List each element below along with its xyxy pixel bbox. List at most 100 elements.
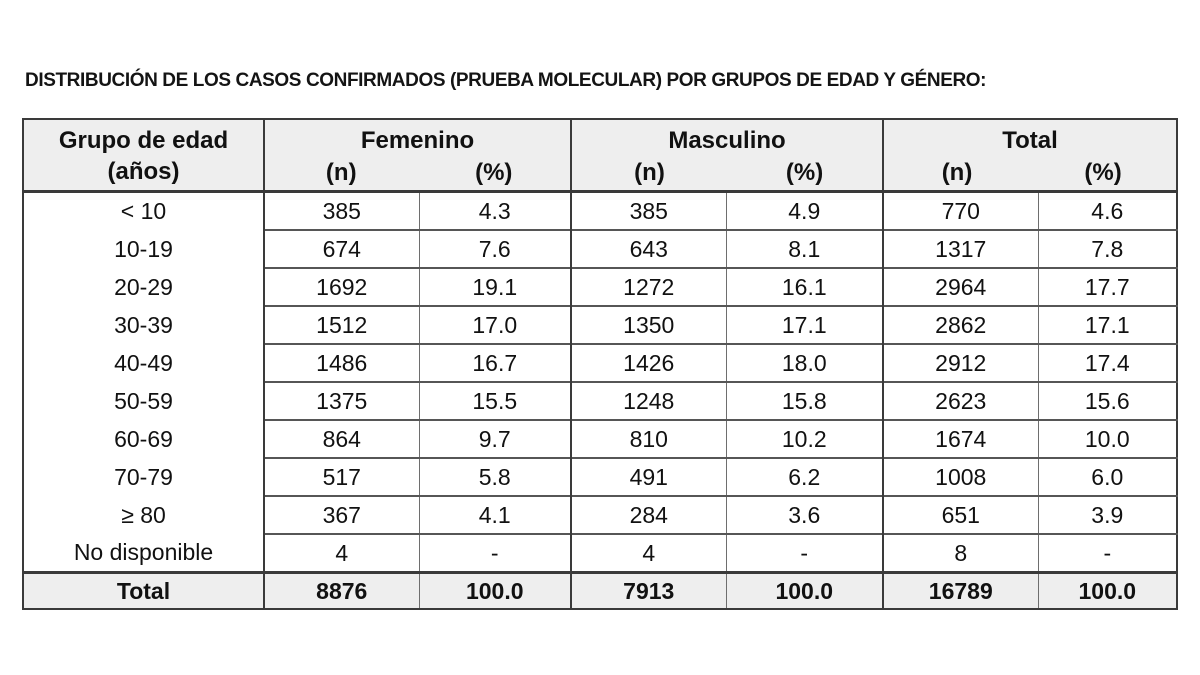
value-cell: 17.1 — [725, 305, 884, 344]
value-cell: 17.7 — [1037, 267, 1178, 306]
value-cell: 3.9 — [1037, 495, 1178, 534]
table-body: < 10 385 4.3 385 4.9 770 4.6 10-19 674 7.6 643 8.1 1… — [23, 191, 1178, 573]
table-row: 60-69 864 9.7 810 10.2 1674 10.0 — [23, 419, 1178, 458]
table-row: 20-29 1692 19.1 1272 16.1 2964 17.7 — [23, 267, 1178, 306]
value-cell: - — [418, 533, 571, 573]
value-cell: 16.7 — [418, 343, 571, 382]
total-group-label: Total — [1002, 127, 1058, 154]
value-cell: 2862 — [882, 305, 1039, 344]
table-row: 70-79 517 5.8 491 6.2 1008 6.0 — [23, 457, 1178, 496]
value-cell: 1512 — [263, 305, 419, 344]
male-pct-sublabel: (%) — [785, 159, 824, 186]
value-cell: 6.2 — [725, 457, 884, 496]
value-cell: 643 — [570, 229, 726, 268]
table-row: 40-49 1486 16.7 1426 18.0 2912 17.4 — [23, 343, 1178, 382]
value-cell: 2964 — [882, 267, 1039, 306]
total-row: Total 8876 100.0 7913 100.0 16789 100.0 — [23, 571, 1178, 609]
value-cell: 3.6 — [725, 495, 884, 534]
table-row: 30-39 1512 17.0 1350 17.1 2862 17.1 — [23, 305, 1178, 344]
value-cell: 7.6 — [418, 229, 571, 268]
value-cell: 18.0 — [725, 343, 884, 382]
age-group-cell: 40-49 — [23, 344, 264, 382]
value-cell: 385 — [570, 191, 726, 230]
age-group-cell: ≥ 80 — [23, 496, 264, 534]
table-header: Grupo de edad (años) Femenino (n) (%) Ma… — [23, 119, 1178, 193]
value-cell: 6.0 — [1037, 457, 1178, 496]
total-total-n: 16789 — [882, 571, 1039, 609]
female-pct-sublabel: (%) — [475, 159, 513, 186]
value-cell: 4.6 — [1037, 191, 1178, 230]
table-row: No disponible 4-4-8- — [23, 533, 1178, 573]
value-cell: 1674 — [882, 419, 1039, 458]
value-cell: - — [1037, 533, 1178, 573]
value-cell: 385 — [263, 191, 419, 230]
value-cell: 15.5 — [418, 381, 571, 420]
age-group-cell: 30-39 — [23, 306, 264, 344]
value-cell: 367 — [263, 495, 419, 534]
value-cell: 1350 — [570, 305, 726, 344]
value-cell: 651 — [882, 495, 1039, 534]
female-group-label: Femenino — [360, 127, 475, 154]
age-group-header-line2: (años) — [107, 158, 180, 185]
value-cell: 810 — [570, 419, 726, 458]
value-cell: 9.7 — [418, 419, 571, 458]
value-cell: 4.9 — [725, 191, 884, 230]
value-cell: 2623 — [882, 381, 1039, 420]
table-row: ≥ 80 367 4.1 284 3.6 651 3.9 — [23, 495, 1178, 534]
age-group-cell: 70-79 — [23, 458, 264, 496]
value-cell: 5.8 — [418, 457, 571, 496]
value-cell: 17.4 — [1037, 343, 1178, 382]
total-column-header: Total (n) (%) — [882, 119, 1178, 193]
value-cell: 864 — [263, 419, 419, 458]
value-cell: 4 — [570, 533, 726, 573]
total-total-pct: 100.0 — [1037, 571, 1178, 609]
value-cell: 770 — [882, 191, 1039, 230]
age-group-header-line1: Grupo de edad — [58, 127, 229, 154]
value-cell: 1248 — [570, 381, 726, 420]
value-cell: 10.2 — [725, 419, 884, 458]
value-cell: 10.0 — [1037, 419, 1178, 458]
total-n-sublabel: (n) — [941, 159, 973, 186]
age-group-cell: 10-19 — [23, 230, 264, 268]
value-cell: 15.8 — [725, 381, 884, 420]
value-cell: 4 — [263, 533, 419, 573]
age-group-cell: 20-29 — [23, 268, 264, 306]
table-row: < 10 385 4.3 385 4.9 770 4.6 — [23, 191, 1178, 230]
value-cell: 4.1 — [418, 495, 571, 534]
value-cell: 1375 — [263, 381, 419, 420]
age-group-cell: 60-69 — [23, 420, 264, 458]
value-cell: - — [725, 533, 884, 573]
value-cell: 16.1 — [725, 267, 884, 306]
value-cell: 2912 — [882, 343, 1039, 382]
male-n-sublabel: (n) — [634, 159, 665, 186]
table-row: 10-19 674 7.6 643 8.1 1317 7.8 — [23, 229, 1178, 268]
table-row: 50-59 1375 15.5 1248 15.8 2623 15.6 — [23, 381, 1178, 420]
total-female-n: 8876 — [263, 571, 419, 609]
value-cell: 8 — [882, 533, 1039, 573]
value-cell: 1317 — [882, 229, 1039, 268]
value-cell: 674 — [263, 229, 419, 268]
total-male-pct: 100.0 — [725, 571, 884, 609]
value-cell: 1426 — [570, 343, 726, 382]
age-group-cell: No disponible — [23, 534, 264, 573]
total-male-n: 7913 — [570, 571, 726, 609]
female-n-sublabel: (n) — [325, 159, 357, 186]
value-cell: 1692 — [263, 267, 419, 306]
value-cell: 1486 — [263, 343, 419, 382]
value-cell: 7.8 — [1037, 229, 1178, 268]
age-gender-distribution-table: Grupo de edad (años) Femenino (n) (%) Ma… — [22, 118, 1179, 610]
total-pct-sublabel: (%) — [1084, 159, 1122, 186]
age-group-cell: < 10 — [23, 191, 264, 230]
value-cell: 491 — [570, 457, 726, 496]
female-column-header: Femenino (n) (%) — [263, 119, 571, 193]
value-cell: 17.0 — [418, 305, 571, 344]
header-row: Grupo de edad (años) Femenino (n) (%) Ma… — [23, 119, 1178, 193]
age-group-column-header: Grupo de edad (años) — [23, 119, 264, 193]
total-female-pct: 100.0 — [418, 571, 571, 609]
value-cell: 15.6 — [1037, 381, 1178, 420]
value-cell: 517 — [263, 457, 419, 496]
value-cell: 1008 — [882, 457, 1039, 496]
value-cell: 19.1 — [418, 267, 571, 306]
table-footer: Total 8876 100.0 7913 100.0 16789 100.0 — [23, 571, 1178, 609]
